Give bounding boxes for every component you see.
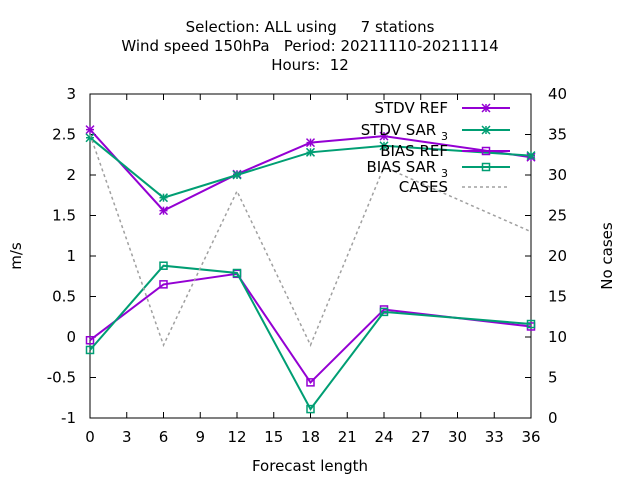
data-point: [159, 261, 168, 270]
legend-label: BIAS SAR 3: [366, 158, 448, 180]
y-tick-label: 3: [66, 85, 76, 103]
legend-label: CASES: [399, 178, 448, 196]
x-axis-label: Forecast length: [252, 457, 368, 475]
y-tick-label: 2.5: [52, 126, 76, 144]
x-tick-label: 9: [195, 428, 205, 446]
y2-tick-label: 40: [548, 85, 567, 103]
series: [85, 125, 536, 414]
legend-marker: [481, 125, 491, 135]
data-point: [85, 345, 95, 355]
x-tick-label: 27: [411, 428, 430, 446]
data-point: [379, 307, 389, 317]
series-line: [89, 264, 532, 411]
y2-tick-label: 0: [548, 409, 558, 427]
data-point: [379, 131, 389, 141]
data-point: [305, 138, 316, 148]
y-tick-label: 1.5: [52, 207, 76, 225]
x-tick-label: 36: [521, 428, 540, 446]
y-tick-label: 0.5: [52, 288, 76, 306]
x-tick-label: 18: [301, 428, 320, 446]
y2-tick-label: 20: [548, 247, 567, 265]
series-bias-sar-3: [85, 261, 536, 414]
y2-tick-label: 15: [548, 288, 567, 306]
y-ticks: -1 -0.5 0 0.5 1 1.5 2 2.5 3: [47, 85, 96, 427]
chart-title: Selection: ALL using 7 stations Wind spe…: [121, 18, 498, 74]
title-line-3: Hours: 12: [271, 56, 349, 74]
data-point: [85, 335, 95, 345]
x-tick-label: 33: [485, 428, 504, 446]
data-point: [158, 193, 169, 203]
y-tick-label: -1: [61, 409, 76, 427]
data-point: [379, 141, 389, 151]
series-line: [89, 128, 532, 212]
x-tick-label: 0: [85, 428, 95, 446]
y-tick-label: 1: [66, 247, 76, 265]
y2-tick-label: 30: [548, 166, 567, 184]
data-point: [158, 206, 169, 216]
y2-axis-label: No cases: [598, 222, 616, 290]
legend-marker: [481, 103, 491, 113]
x-tick-label: 21: [338, 428, 357, 446]
x-tick-label: 30: [448, 428, 467, 446]
data-point: [85, 125, 95, 135]
y-tick-label: -0.5: [47, 369, 76, 387]
series-line: [89, 136, 532, 199]
series-stdv-sar-3: [85, 133, 536, 203]
x-tick-label: 24: [374, 428, 393, 446]
x-tick-label: 15: [264, 428, 283, 446]
series-stdv-ref: [85, 125, 536, 216]
data-point: [306, 378, 315, 387]
y-tick-label: 0: [66, 328, 76, 346]
x-tick-label: 3: [122, 428, 132, 446]
title-line-2: Wind speed 150hPa Period: 20211110-20211…: [121, 37, 498, 55]
legend-label: STDV SAR 3: [361, 121, 448, 143]
data-point: [232, 170, 242, 180]
data-point: [232, 268, 242, 278]
series-bias-ref: [85, 269, 536, 387]
x-ticks: 0 3 6 9 12 15 18 21 24 27 30 33 36: [85, 94, 541, 446]
y2-tick-label: 10: [548, 328, 567, 346]
title-line-1: Selection: ALL using 7 stations: [186, 18, 435, 36]
data-point: [306, 404, 315, 414]
legend-label: BIAS REF: [380, 142, 448, 160]
x-tick-label: 12: [227, 428, 246, 446]
data-point: [526, 319, 536, 329]
y2-tick-label: 35: [548, 126, 567, 144]
x-tick-label: 6: [159, 428, 169, 446]
y2-ticks: 0 5 10 15 20 25 30 35 40: [525, 85, 567, 427]
series-line: [89, 272, 532, 384]
y-tick-label: 2: [66, 166, 76, 184]
legend-marker: [481, 162, 491, 172]
data-point: [526, 151, 536, 161]
y2-tick-label: 25: [548, 207, 567, 225]
data-point: [159, 280, 168, 289]
legend-label: STDV REF: [374, 99, 448, 117]
legend-marker: [481, 146, 491, 156]
y2-tick-label: 5: [548, 369, 558, 387]
y-axis-label: m/s: [7, 242, 25, 270]
data-point: [305, 147, 316, 157]
